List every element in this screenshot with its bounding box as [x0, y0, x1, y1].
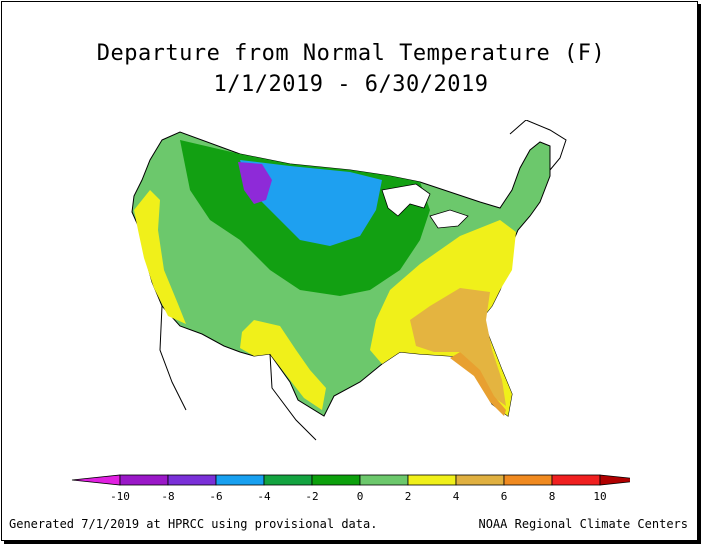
legend-swatch: [167, 474, 217, 486]
legend-swatches: [71, 474, 630, 486]
legend-swatch: [599, 474, 630, 486]
legend-swatch: [215, 474, 265, 486]
legend-swatch: [71, 474, 121, 486]
map-mexico-border: [159, 305, 317, 441]
map-region-florida: [450, 352, 506, 416]
legend-tick-label: -6: [209, 490, 222, 503]
source-credit: NOAA Regional Climate Centers: [478, 517, 688, 531]
legend-swatch: [551, 474, 601, 486]
legend-tick-label: 10: [593, 490, 606, 503]
generation-note: Generated 7/1/2019 at HPRCC using provis…: [9, 517, 378, 531]
legend-tick-label: 4: [453, 490, 460, 503]
map-region-texas-warm: [240, 320, 326, 410]
map-title: Departure from Normal Temperature (F): [96, 41, 606, 66]
legend-tick-label: -10: [110, 490, 130, 503]
map-region-northern-plains-coldest: [238, 162, 272, 204]
legend-tick-label: 0: [357, 490, 364, 503]
map-region-west-coast-warm: [134, 190, 186, 324]
legend-tick-label: -2: [305, 490, 318, 503]
legend-swatch: [503, 474, 553, 486]
map-date-range: 1/1/2019 - 6/30/2019: [213, 72, 489, 97]
legend-swatch: [263, 474, 313, 486]
legend-swatch: [359, 474, 409, 486]
legend-swatch: [119, 474, 169, 486]
legend-tick-label: 2: [405, 490, 412, 503]
us-temperature-map: [131, 120, 567, 441]
legend-tick-label: 6: [501, 490, 508, 503]
legend-tick-label: 8: [549, 490, 556, 503]
legend-tick-label: -8: [161, 490, 174, 503]
map-canada-coast: [509, 120, 567, 171]
legend-labels: -10 -8 -6 -4 -2 0 2 4 6 8 10: [110, 490, 607, 503]
color-legend: -10 -8 -6 -4 -2 0 2 4 6 8 10: [71, 474, 630, 503]
map-great-lakes: [381, 183, 469, 229]
legend-swatch: [455, 474, 505, 486]
legend-swatch: [407, 474, 457, 486]
legend-tick-label: -4: [257, 490, 271, 503]
map-region-northern-plains-cold: [240, 160, 382, 246]
legend-swatch: [311, 474, 361, 486]
